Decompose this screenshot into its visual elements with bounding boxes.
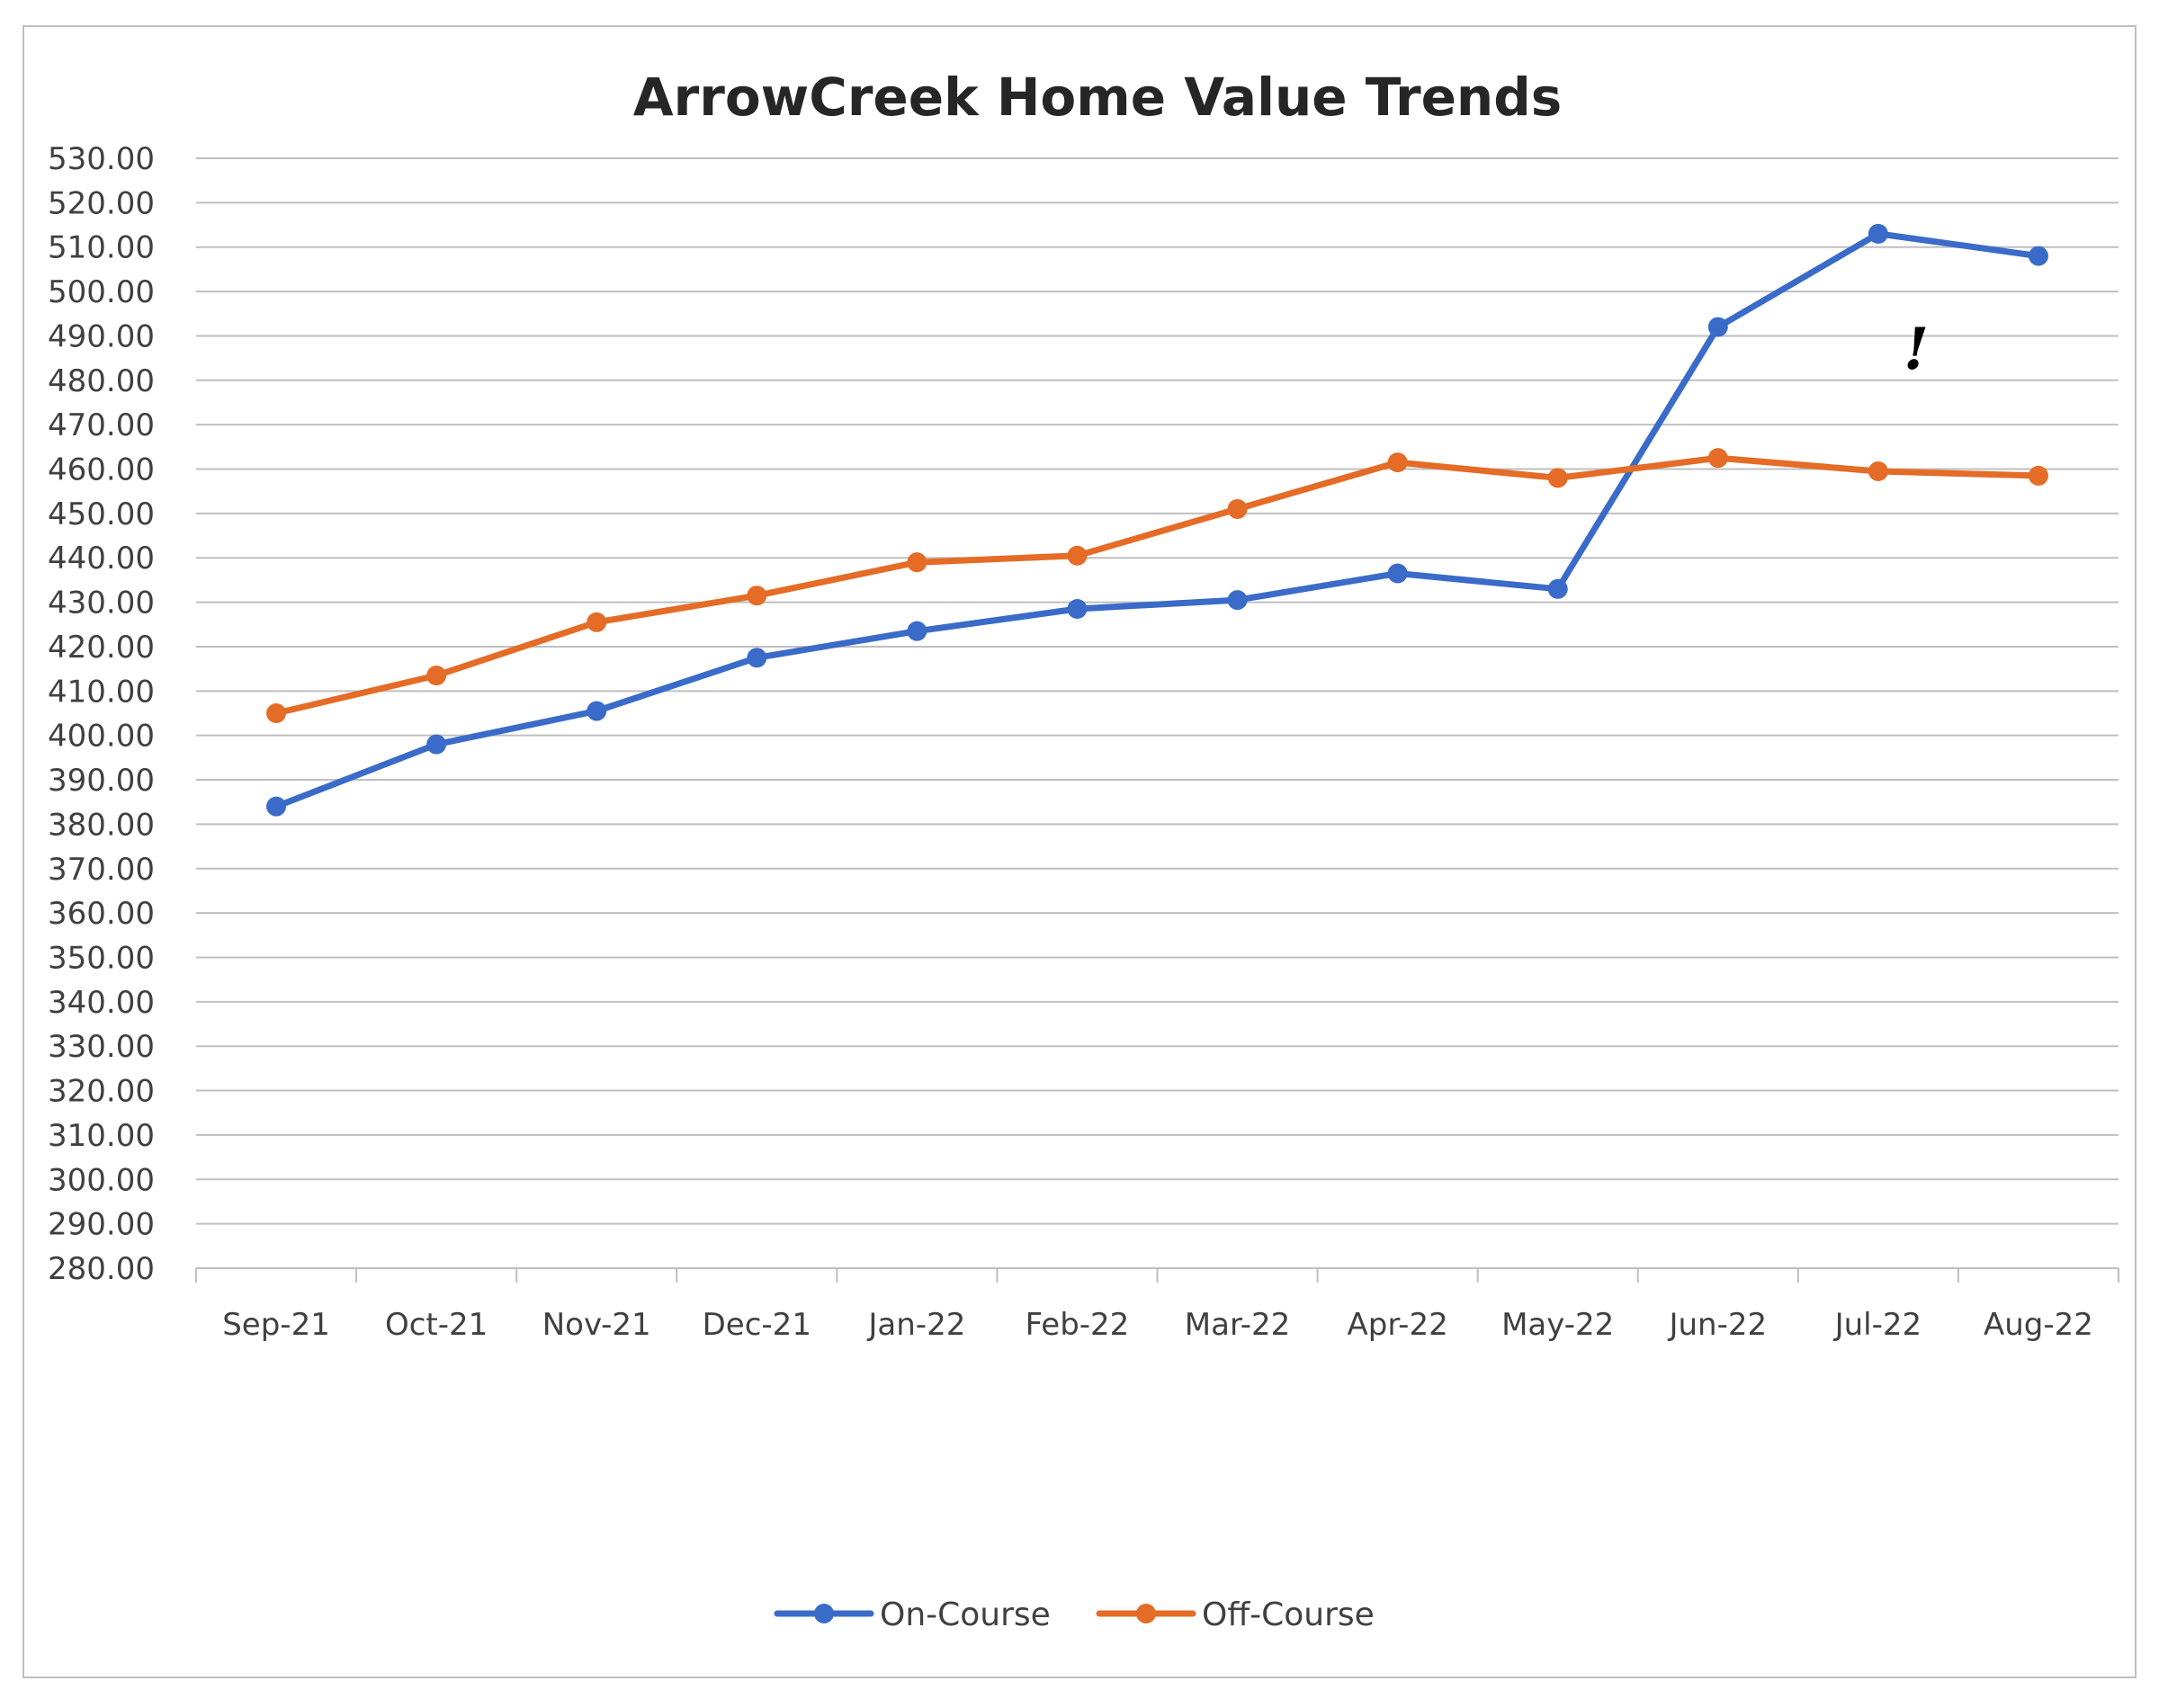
data-point xyxy=(2028,465,2048,486)
x-tick-label: Mar-22 xyxy=(1185,1307,1291,1343)
y-tick-label: 420.00 xyxy=(48,630,155,666)
data-point xyxy=(1868,223,1888,244)
x-tick-label: Jun-22 xyxy=(1667,1307,1767,1343)
y-tick-label: 440.00 xyxy=(48,541,155,577)
data-point xyxy=(747,648,767,668)
chart-frame xyxy=(22,25,2137,1678)
data-point xyxy=(907,552,927,573)
data-point xyxy=(1067,599,1088,620)
data-point xyxy=(587,701,607,721)
y-tick-label: 410.00 xyxy=(48,674,155,710)
y-tick-label: 400.00 xyxy=(48,719,155,755)
x-tick-label: May-22 xyxy=(1501,1307,1614,1343)
annotation-mark: ! xyxy=(1904,316,1929,383)
data-point xyxy=(426,734,447,755)
legend-swatch-marker xyxy=(814,1604,834,1623)
y-tick-label: 320.00 xyxy=(48,1074,155,1110)
series-line xyxy=(273,454,2042,717)
y-tick-label: 280.00 xyxy=(48,1251,155,1287)
data-point xyxy=(426,666,447,686)
y-tick-label: 340.00 xyxy=(48,985,155,1021)
y-tick-label: 300.00 xyxy=(48,1162,155,1198)
data-point xyxy=(587,612,607,632)
data-point xyxy=(1707,448,1728,469)
y-tick-label: 350.00 xyxy=(48,940,155,976)
series-lines xyxy=(266,223,2048,817)
y-tick-label: 330.00 xyxy=(48,1029,155,1065)
y-tick-label: 390.00 xyxy=(48,763,155,799)
series-on-course xyxy=(266,223,2048,817)
data-point xyxy=(1387,563,1408,584)
series-off-course xyxy=(266,448,2048,723)
data-point xyxy=(1547,468,1568,488)
legend: On-Course Off-Course xyxy=(774,1596,1375,1633)
y-tick-label: 360.00 xyxy=(48,896,155,932)
y-tick-label: 470.00 xyxy=(48,407,155,443)
y-tick-label: 490.00 xyxy=(48,318,155,354)
y-tick-label: 310.00 xyxy=(48,1118,155,1154)
y-tick-label: 530.00 xyxy=(48,141,155,177)
x-axis: Sep-21 Oct-21 Nov-21 Dec-21 Jan-22 Feb-22 Mar-… xyxy=(195,1267,2119,1343)
chart-title: ArrowCreek Home Value Trends xyxy=(633,67,1563,128)
data-point xyxy=(747,586,767,606)
y-tick-label: 430.00 xyxy=(48,586,155,621)
y-tick-label: 450.00 xyxy=(48,496,155,532)
x-tick-label: Feb-22 xyxy=(1026,1307,1130,1343)
data-point xyxy=(1227,498,1248,519)
data-point xyxy=(1067,545,1088,566)
data-point xyxy=(1868,461,1888,481)
legend-item: Off-Course xyxy=(1096,1596,1375,1633)
gridlines xyxy=(196,157,2119,1225)
y-tick-label: 290.00 xyxy=(48,1207,155,1243)
data-point xyxy=(1547,578,1568,599)
y-tick-label: 370.00 xyxy=(48,852,155,888)
data-point xyxy=(2028,246,2048,266)
y-tick-label: 460.00 xyxy=(48,452,155,488)
series-line xyxy=(273,230,2042,810)
legend-label: Off-Course xyxy=(1202,1596,1375,1633)
legend-label: On-Course xyxy=(880,1596,1051,1633)
x-tick-label: Dec-21 xyxy=(703,1307,811,1343)
x-tick-label: Jul-22 xyxy=(1833,1307,1922,1343)
data-point xyxy=(1387,452,1408,473)
data-point xyxy=(266,796,287,817)
legend-swatch-marker xyxy=(1136,1604,1156,1623)
y-tick-label: 480.00 xyxy=(48,363,155,399)
x-tick-label: Aug-22 xyxy=(1984,1307,2093,1343)
x-tick-label: Nov-21 xyxy=(542,1307,651,1343)
y-tick-label: 380.00 xyxy=(48,807,155,843)
data-point xyxy=(907,621,927,641)
data-point xyxy=(1707,317,1728,337)
x-tick-label: Oct-21 xyxy=(385,1307,488,1343)
y-axis-tick-labels: 530.00 520.00 510.00 500.00 490.00 480.00 470.… xyxy=(48,141,155,1287)
data-point xyxy=(266,703,287,723)
x-tick-label: Apr-22 xyxy=(1348,1307,1448,1343)
x-tick-label: Jan-22 xyxy=(866,1307,965,1343)
y-tick-label: 500.00 xyxy=(48,274,155,310)
data-point xyxy=(1227,590,1248,611)
x-tick-label: Sep-21 xyxy=(222,1307,330,1343)
y-tick-label: 520.00 xyxy=(48,185,155,221)
legend-item: On-Course xyxy=(774,1596,1051,1633)
y-tick-label: 510.00 xyxy=(48,230,155,266)
